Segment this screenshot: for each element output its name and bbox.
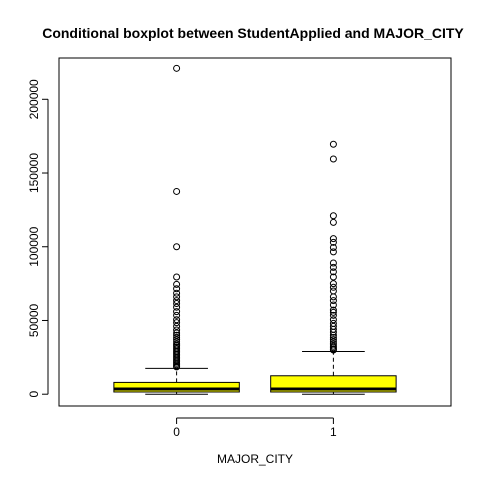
y-tick-label: 100000 — [27, 226, 41, 266]
box-0 — [113, 64, 240, 395]
outlier-point — [173, 331, 181, 339]
y-tick-label: 0 — [27, 391, 41, 398]
outlier-point — [329, 306, 337, 314]
outlier-point — [329, 283, 337, 291]
outlier-point — [329, 293, 337, 301]
outlier-point — [173, 300, 181, 308]
y-tick-label: 50000 — [27, 303, 41, 337]
outlier-point — [173, 319, 181, 327]
plot-frame — [58, 57, 452, 407]
outlier-point — [329, 155, 337, 163]
outlier-point — [173, 338, 181, 346]
y-tick-label: 150000 — [27, 153, 41, 193]
outlier-point — [329, 331, 337, 339]
outlier-point — [173, 273, 181, 281]
box-1 — [270, 140, 397, 395]
outlier-point — [173, 280, 181, 288]
outlier-point — [329, 297, 337, 305]
outlier-point — [173, 293, 181, 301]
outlier-point — [173, 243, 181, 251]
outlier-point — [173, 64, 181, 72]
outlier-point — [329, 212, 337, 220]
y-axis: 0 50000 100000 150000 200000 — [27, 79, 49, 398]
outlier-point — [173, 285, 181, 293]
outlier-point — [173, 289, 181, 297]
outlier-point — [329, 333, 337, 341]
outlier-point — [173, 187, 181, 195]
outlier-point — [329, 243, 337, 251]
outlier-point — [329, 273, 337, 281]
outlier-point — [173, 311, 181, 319]
outlier-point — [329, 259, 337, 267]
outlier-point — [173, 326, 181, 334]
outlier-point — [329, 238, 337, 246]
outlier-point — [173, 363, 181, 371]
outlier-point — [329, 316, 337, 324]
x-tick-label: 1 — [330, 425, 337, 439]
outlier-point — [329, 328, 337, 336]
outlier-point — [329, 280, 337, 288]
outlier-point — [173, 308, 181, 316]
boxes-group — [113, 64, 397, 395]
outlier-point — [173, 322, 181, 330]
outlier-point — [173, 316, 181, 324]
x-axis-label: MAJOR_CITY — [217, 452, 293, 466]
y-tick-label: 200000 — [27, 79, 41, 119]
outlier-point — [173, 303, 181, 311]
chart-title: Conditional boxplot between StudentAppli… — [42, 25, 464, 41]
outlier-point — [329, 268, 337, 276]
outlier-point — [329, 140, 337, 148]
outlier-point — [329, 235, 337, 243]
outlier-point — [329, 263, 337, 271]
outlier-point — [329, 311, 337, 319]
outlier-point — [329, 308, 337, 316]
outlier-point — [173, 329, 181, 337]
outlier-point — [173, 297, 181, 305]
outlier-point — [329, 248, 337, 256]
outlier-point — [329, 336, 337, 344]
outlier-point — [329, 346, 337, 354]
outlier-point — [173, 333, 181, 341]
outlier-point — [329, 301, 337, 309]
box-iqr — [113, 381, 240, 393]
outlier-point — [329, 218, 337, 226]
outlier-point — [329, 287, 337, 295]
x-tick-label: 0 — [173, 425, 180, 439]
